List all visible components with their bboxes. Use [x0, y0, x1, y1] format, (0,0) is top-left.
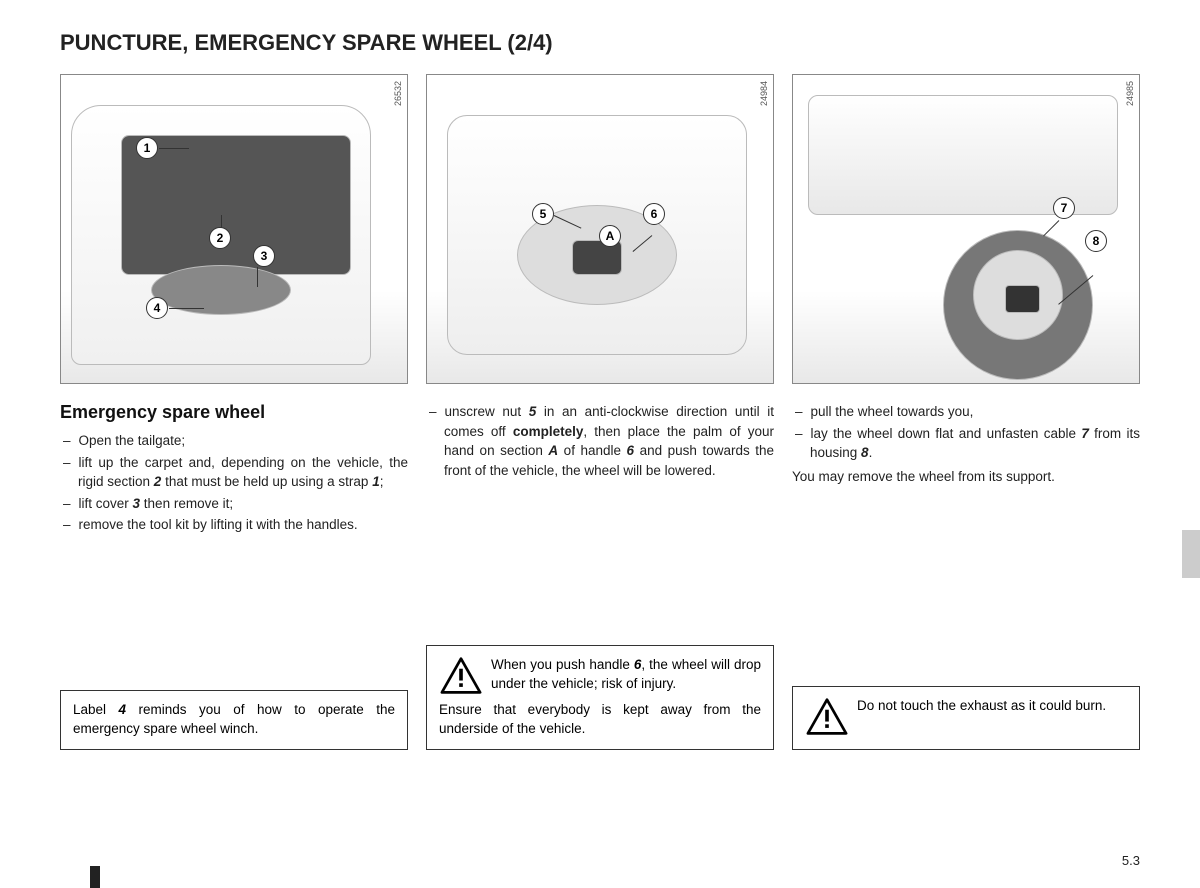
- col1-li3: lift cover 3 then remove it;: [60, 494, 408, 514]
- title-sub: (2/4): [507, 30, 552, 55]
- col-2: 24984 5 6 A unscrew nut 5 in an anti-clo…: [426, 74, 774, 750]
- col-3: 24985 7 8 pull the wheel towards you, la…: [792, 74, 1140, 750]
- page-number: 5.3: [1122, 853, 1140, 868]
- col1-info-box: Label 4 reminds you of how to operate th…: [60, 690, 408, 750]
- callout-4: 4: [146, 297, 168, 319]
- page-title: PUNCTURE, EMERGENCY SPARE WHEEL (2/4): [60, 30, 1140, 56]
- col2-warning-box: When you push handle 6, the wheel will d…: [426, 645, 774, 751]
- section-title: Emergency spare wheel: [60, 402, 408, 423]
- col1-li1: Open the tailgate;: [60, 431, 408, 451]
- figure-2: 24984 5 6 A: [426, 74, 774, 384]
- callout-2: 2: [209, 227, 231, 249]
- figure-3: 24985 7 8: [792, 74, 1140, 384]
- sketch-housing: [1005, 285, 1040, 313]
- warning-icon: [805, 697, 849, 737]
- sketch-bumper: [808, 95, 1118, 215]
- col3-warning-box: Do not touch the exhaust as it could bur…: [792, 686, 1140, 750]
- callout-7: 7: [1053, 197, 1075, 219]
- col-1: 26532 1 2 3 4 Emergency spare wheel Open…: [60, 74, 408, 750]
- sketch-carpet: [121, 135, 351, 275]
- col2-li1: unscrew nut 5 in an anti-clockwise direc…: [426, 402, 774, 480]
- callout-3: 3: [253, 245, 275, 267]
- callout-6: 6: [643, 203, 665, 225]
- col3-li1: pull the wheel towards you,: [792, 402, 1140, 422]
- warning-icon: [439, 656, 483, 696]
- col1-text: Open the tailgate; lift up the carpet an…: [60, 431, 408, 537]
- callout-5: 5: [532, 203, 554, 225]
- callout-A: A: [599, 225, 621, 247]
- col3-li2: lay the wheel down flat and unfasten cab…: [792, 424, 1140, 463]
- columns: 26532 1 2 3 4 Emergency spare wheel Open…: [60, 74, 1140, 750]
- col1-li2: lift up the carpet and, depending on the…: [60, 453, 408, 492]
- tab-marker: [1182, 530, 1200, 578]
- figure-1-id: 26532: [393, 81, 403, 106]
- col2-text: unscrew nut 5 in an anti-clockwise direc…: [426, 402, 774, 482]
- callout-1: 1: [136, 137, 158, 159]
- figure-1: 26532 1 2 3 4: [60, 74, 408, 384]
- foot-marker: [90, 866, 100, 888]
- col3-p1: You may remove the wheel from its suppor…: [792, 467, 1140, 487]
- callout-8: 8: [1085, 230, 1107, 252]
- figure-3-id: 24985: [1125, 81, 1135, 106]
- col1-li4: remove the tool kit by lifting it with t…: [60, 515, 408, 535]
- title-main: PUNCTURE, EMERGENCY SPARE WHEEL: [60, 30, 507, 55]
- figure-2-id: 24984: [759, 81, 769, 106]
- col3-text: pull the wheel towards you, lay the whee…: [792, 402, 1140, 486]
